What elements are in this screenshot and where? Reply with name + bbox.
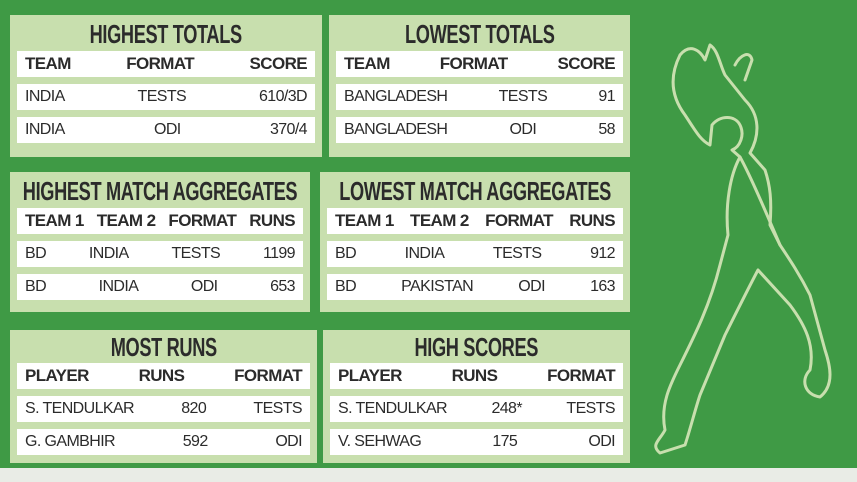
table-cell: BD [335, 245, 357, 262]
table-cell: TESTS [171, 245, 221, 262]
column-header: FORMAT [168, 211, 237, 230]
column-header: RUNS [569, 211, 615, 230]
panel-title: MOST RUNS [17, 330, 310, 363]
table-cell: BANGLADESH [344, 88, 448, 105]
table-row: V. SEHWAG 175 ODI [330, 429, 623, 455]
table-cell: G. GAMBHIR [25, 433, 116, 450]
table-header-row: PLAYER RUNS FORMAT [330, 363, 623, 389]
column-header: FORMAT [547, 366, 615, 385]
bottom-strip [0, 468, 857, 482]
table-cell: 175 [492, 433, 518, 450]
table-cell: TESTS [498, 88, 548, 105]
table-header-row: TEAM FORMAT SCORE [336, 51, 623, 77]
table-cell: 248* [491, 400, 522, 417]
table-cell: INDIA [98, 278, 139, 295]
column-header: TEAM 1 [335, 211, 394, 230]
panel-high-scores: HIGH SCORES PLAYER RUNS FORMAT S. TENDULKAR 2… [323, 330, 630, 463]
panel-title: HIGHEST TOTALS [17, 15, 315, 51]
column-header: TEAM 2 [410, 211, 469, 230]
panel-lowest-match-aggregates: LOWEST MATCH AGGREGATES TEAM 1 TEAM 2 FORMA… [320, 172, 630, 312]
column-header: TEAM [25, 54, 71, 73]
table-cell: PAKISTAN [401, 278, 474, 295]
column-header: RUNS [249, 211, 295, 230]
table-row: BANGLADESH TESTS 91 [336, 84, 623, 110]
table-row: INDIA TESTS 610/3D [17, 84, 315, 110]
table-cell: 163 [590, 278, 616, 295]
panel-title-text: HIGH SCORES [414, 332, 539, 362]
column-header: FORMAT [439, 54, 508, 73]
panel-title-text: HIGHEST TOTALS [89, 19, 243, 49]
column-header: PLAYER [25, 366, 89, 385]
column-header: SCORE [557, 54, 616, 73]
table-cell: 1199 [262, 245, 296, 262]
table-cell: TESTS [253, 400, 302, 417]
table-cell: 820 [181, 400, 207, 417]
table-cell: ODI [518, 278, 545, 295]
column-header: TEAM 1 [25, 211, 84, 230]
column-header: PLAYER [338, 366, 402, 385]
table-cell: S. TENDULKAR [25, 400, 135, 417]
table-cell: INDIA [88, 245, 129, 262]
table-cell: BD [25, 278, 47, 295]
table-row: BD INDIA TESTS 1199 [17, 241, 303, 267]
column-header: RUNS [451, 366, 498, 385]
table-header-row: TEAM 1 TEAM 2 FORMAT RUNS [327, 208, 623, 234]
table-cell: ODI [190, 278, 218, 295]
column-header: FORMAT [126, 54, 195, 73]
column-header: TEAM [344, 54, 390, 73]
panel-title: LOWEST MATCH AGGREGATES [327, 172, 623, 208]
panel-highest-totals: HIGHEST TOTALS TEAM FORMAT SCORE INDIA TESTS 6… [10, 15, 322, 157]
table-row: BD PAKISTAN ODI 163 [327, 274, 623, 300]
table-row: INDIA ODI 370/4 [17, 117, 315, 143]
table-cell: V. SEHWAG [338, 433, 422, 450]
table-row: BANGLADESH ODI 58 [336, 117, 623, 143]
table-cell: 91 [598, 88, 615, 105]
table-cell: BD [25, 245, 47, 262]
table-cell: 912 [590, 245, 616, 262]
table-row: S. TENDULKAR 820 TESTS [17, 396, 310, 422]
table-cell: 58 [598, 121, 615, 138]
column-header: FORMAT [485, 211, 553, 230]
panel-title: LOWEST TOTALS [336, 15, 623, 51]
table-cell: S. TENDULKAR [338, 400, 448, 417]
table-cell: 610/3D [258, 88, 308, 105]
table-cell: ODI [275, 433, 302, 450]
panel-lowest-totals: LOWEST TOTALS TEAM FORMAT SCORE BANGLADESH TE… [329, 15, 630, 157]
table-row: S. TENDULKAR 248* TESTS [330, 396, 623, 422]
panel-highest-match-aggregates: HIGHEST MATCH AGGREGATES TEAM 1 TEAM 2 FORM… [10, 172, 310, 312]
panel-most-runs: MOST RUNS PLAYER RUNS FORMAT S. TENDULKAR 820… [10, 330, 317, 463]
table-cell: ODI [153, 121, 181, 138]
panel-title-text: LOWEST MATCH AGGREGATES [339, 176, 611, 206]
bowler-silhouette-icon [654, 43, 832, 455]
table-cell: 653 [270, 278, 296, 295]
table-cell: TESTS [566, 400, 615, 417]
table-row: G. GAMBHIR 592 ODI [17, 429, 310, 455]
table-header-row: TEAM 1 TEAM 2 FORMAT RUNS [17, 208, 303, 234]
column-header: SCORE [249, 54, 308, 73]
table-cell: INDIA [25, 121, 65, 138]
column-header: FORMAT [234, 366, 302, 385]
panel-title-text: HIGHEST MATCH AGGREGATES [22, 176, 298, 206]
panel-title-text: LOWEST TOTALS [404, 19, 555, 49]
table-cell: ODI [509, 121, 537, 138]
table-cell: 592 [182, 433, 209, 450]
table-cell: INDIA [25, 88, 65, 105]
table-header-row: TEAM FORMAT SCORE [17, 51, 315, 77]
table-cell: 370/4 [269, 121, 308, 138]
panel-title: HIGHEST MATCH AGGREGATES [17, 172, 303, 208]
panel-title-text: MOST RUNS [110, 332, 217, 362]
table-cell: TESTS [492, 245, 542, 262]
column-header: RUNS [138, 366, 185, 385]
table-cell: ODI [588, 433, 615, 450]
table-cell: TESTS [137, 88, 187, 105]
table-row: BD INDIA ODI 653 [17, 274, 303, 300]
panel-title: HIGH SCORES [330, 330, 623, 363]
table-header-row: PLAYER RUNS FORMAT [17, 363, 310, 389]
table-cell: BANGLADESH [344, 121, 448, 138]
column-header: TEAM 2 [96, 211, 156, 230]
table-cell: BD [335, 278, 357, 295]
table-cell: INDIA [404, 245, 445, 262]
table-row: BD INDIA TESTS 912 [327, 241, 623, 267]
